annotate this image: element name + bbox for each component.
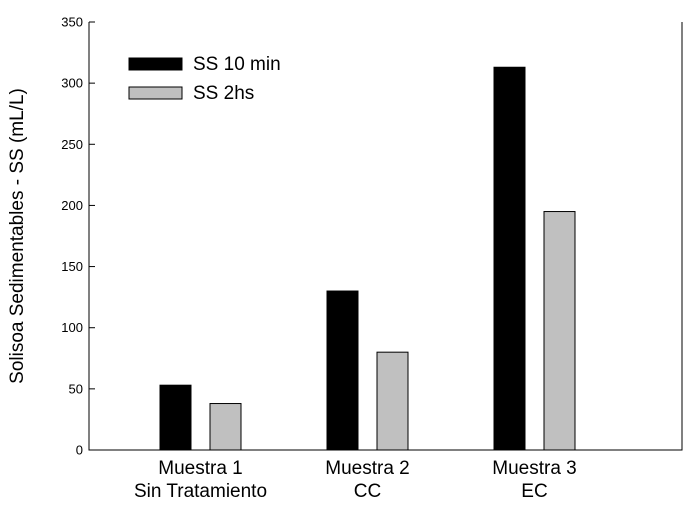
x-category-label: Muestra 3 [492, 458, 576, 479]
y-tick-label: 250 [61, 137, 83, 152]
y-tick-label: 150 [61, 259, 83, 274]
legend-swatch [128, 57, 183, 71]
bars [159, 66, 576, 451]
legend-swatch [128, 86, 183, 100]
legend: SS 10 min SS 2hs [128, 54, 281, 104]
y-tick-label: 300 [61, 76, 83, 91]
x-category-label: Sin Tratamiento [134, 481, 267, 502]
bar-ss-10-min-1 [159, 384, 192, 451]
x-category-label: Muestra 2 [325, 458, 409, 479]
x-category-label: EC [521, 481, 547, 502]
bar-ss-2hs-2 [376, 351, 409, 451]
bar-ss-2hs-3 [543, 211, 576, 451]
labels: Solisoa Sedimentables - SS (mL/L) Muestra… [7, 88, 577, 502]
x-category-label: CC [354, 481, 381, 502]
bar-ss-10-min-3 [493, 66, 526, 451]
x-category-label: Muestra 1 [158, 458, 242, 479]
y-tick-label: 0 [76, 443, 83, 458]
bar-ss-10-min-2 [326, 290, 359, 451]
y-tick-label: 100 [61, 320, 83, 335]
bar-ss-2hs-1 [209, 403, 242, 451]
y-tick-label: 50 [69, 381, 83, 396]
legend-label: SS 2hs [193, 83, 254, 104]
y-tick-label: 200 [61, 198, 83, 213]
axes: 0 50 100 150 200 250 300 350 [61, 15, 683, 458]
y-axis-title: Solisoa Sedimentables - SS (mL/L) [7, 88, 28, 384]
legend-label: SS 10 min [193, 54, 281, 75]
y-tick-label: 350 [61, 15, 83, 30]
